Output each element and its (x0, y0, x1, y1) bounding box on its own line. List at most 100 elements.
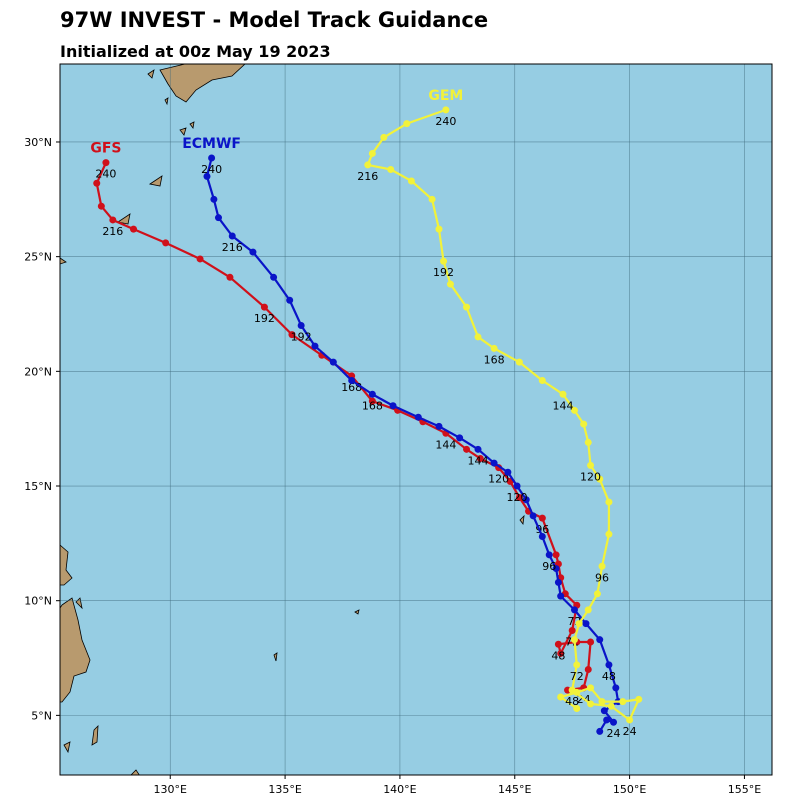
hour-label: 48 (551, 649, 565, 662)
track-point (568, 686, 576, 694)
track-point (559, 390, 567, 398)
hour-label: 24 (607, 727, 621, 740)
track-point (598, 562, 606, 570)
track-point (368, 390, 376, 398)
landmass (60, 597, 91, 703)
track-point (210, 195, 218, 203)
track-point (490, 459, 498, 467)
y-tick-label: 15°N (24, 480, 52, 493)
plot-frame (59, 63, 773, 776)
track-point (196, 255, 204, 263)
track-point (228, 232, 236, 240)
track-point (288, 331, 296, 339)
track-point (97, 202, 105, 210)
track-point (387, 166, 395, 174)
y-tick-label: 5°N (31, 709, 52, 722)
track-point (605, 661, 613, 669)
hour-label: 240 (95, 168, 116, 181)
track-point (596, 475, 604, 483)
track-point (203, 172, 211, 180)
track-point (515, 358, 523, 366)
track-point (580, 420, 588, 428)
track-point (584, 438, 592, 446)
track-point (610, 718, 618, 726)
hour-label: 48 (602, 670, 616, 683)
hour-label: 216 (357, 170, 378, 183)
track-point (573, 704, 581, 712)
x-tick-label: 155°E (728, 783, 761, 796)
track-point (474, 333, 482, 341)
track-point (414, 413, 422, 421)
x-tick-label: 130°E (154, 783, 187, 796)
track-point (626, 716, 634, 724)
track-point (463, 303, 471, 311)
subtitle: Initialized at 00z May 19 2023 (60, 42, 331, 61)
track-point (474, 445, 482, 453)
track-point (554, 578, 562, 586)
track-point (593, 590, 601, 598)
track-point (568, 627, 576, 635)
y-tick-label: 20°N (24, 365, 52, 378)
hour-label: 96 (542, 560, 556, 573)
track-point (270, 273, 278, 281)
hour-label: 144 (435, 438, 456, 451)
track-point (93, 179, 101, 187)
islands (147, 69, 195, 136)
track-point (364, 161, 372, 169)
hour-label: 240 (435, 115, 456, 128)
hour-label: 216 (102, 225, 123, 238)
track-point (582, 620, 590, 628)
track-point (456, 434, 464, 442)
track-point (260, 303, 268, 311)
track-point (554, 640, 562, 648)
hour-label: 144 (552, 399, 573, 412)
islands (60, 257, 525, 662)
hour-label: 72 (570, 670, 584, 683)
hour-label: 192 (433, 266, 454, 279)
y-tick-label: 10°N (24, 595, 52, 608)
x-tick-label: 145°E (498, 783, 531, 796)
track-point (504, 468, 512, 476)
islands (116, 175, 163, 225)
track-point (389, 402, 397, 410)
track-point (538, 532, 546, 540)
track-point (208, 154, 216, 162)
x-tick-label: 140°E (383, 783, 416, 796)
model-name: GEM (428, 88, 463, 104)
x-tick-label: 150°E (613, 783, 646, 796)
tracks: 24487296120144168192216240GFS24487296120… (90, 88, 643, 740)
hour-label: 120 (488, 473, 509, 486)
landmass (159, 64, 246, 103)
model-name: ECMWF (182, 136, 241, 152)
x-tick-label: 135°E (268, 783, 301, 796)
track-point (596, 636, 604, 644)
track-point (573, 661, 581, 669)
landmass (60, 544, 73, 586)
islands (63, 597, 140, 775)
hour-label: 48 (565, 695, 579, 708)
track-point (575, 620, 583, 628)
track-point (587, 638, 595, 646)
track-point (490, 344, 498, 352)
track-point (522, 496, 530, 504)
track-point (557, 649, 565, 657)
track-point (348, 377, 356, 385)
track-point (635, 695, 643, 703)
ticks: 130°E 135°E 140°E 145°E 150°E 155°E 5°N 10°N 15°… (24, 136, 761, 796)
track-point (552, 551, 560, 559)
title: 97W INVEST - Model Track Guidance (60, 8, 488, 32)
track-point (598, 698, 606, 706)
track-point (557, 693, 565, 701)
track-point (545, 551, 553, 559)
track-point (442, 106, 450, 114)
track-point (368, 397, 376, 405)
track-point (249, 248, 257, 256)
track-point (619, 698, 627, 706)
track-point (380, 133, 388, 141)
y-tick-label: 25°N (24, 251, 52, 264)
track-point (515, 493, 523, 501)
track-point (226, 273, 234, 281)
track-point (570, 606, 578, 614)
